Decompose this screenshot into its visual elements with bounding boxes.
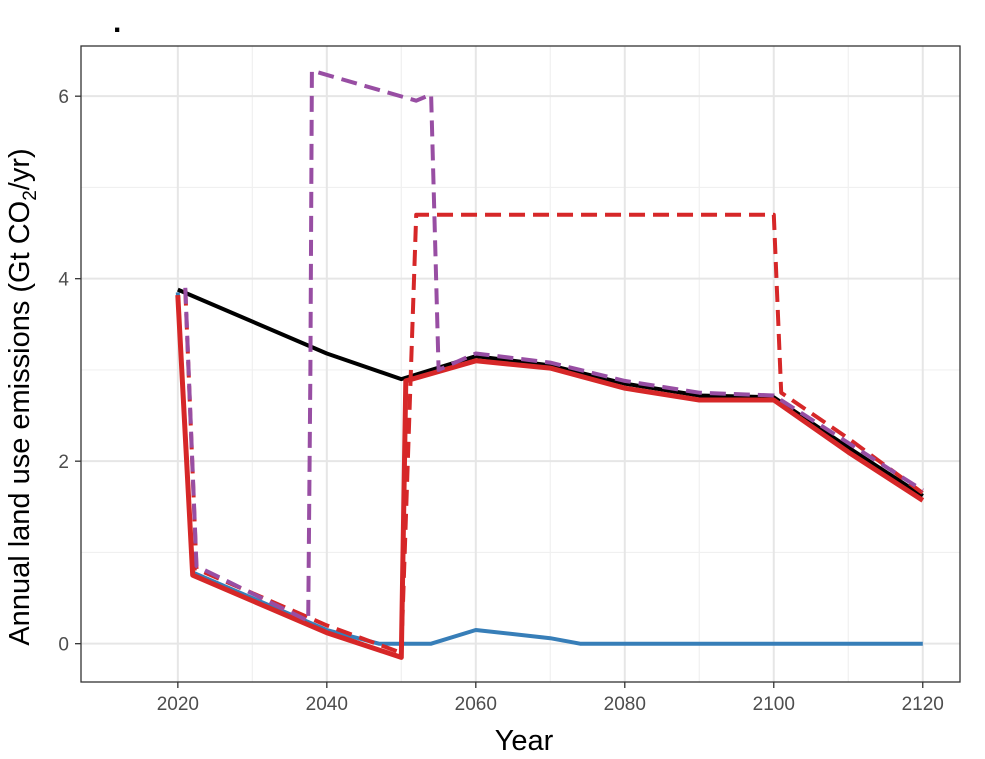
y-axis-title-subscript: 2 — [20, 190, 41, 201]
y-axis-title: Annual land use emissions (Gt CO2/yr) — [4, 148, 41, 645]
x-tick-label: 2060 — [455, 694, 497, 715]
plot-panel-border — [80, 45, 961, 683]
y-axis-ticks: 0 2 4 6 — [58, 87, 81, 656]
x-tick-label: 2080 — [604, 694, 646, 715]
y-tick-label: 4 — [58, 270, 69, 291]
major-gridlines — [81, 46, 960, 682]
y-tick-label: 0 — [58, 635, 69, 656]
series-line-5 — [183, 68, 924, 623]
y-axis-title-main: Annual land use emissions (Gt CO — [4, 201, 36, 646]
x-axis-ticks: 2020 2040 2060 2080 2100 2120 — [157, 682, 944, 715]
series-line-2 — [177, 287, 924, 498]
y-tick-label: 6 — [58, 87, 69, 108]
x-tick-label: 2100 — [753, 694, 795, 715]
x-axis-title: Year — [495, 725, 554, 757]
series-line-3 — [175, 294, 925, 660]
x-tick-label: 2020 — [157, 694, 199, 715]
x-tick-label: 2120 — [902, 694, 944, 715]
series-layer — [175, 68, 925, 660]
y-tick-label: 2 — [58, 452, 69, 473]
y-axis-title-suffix: /yr) — [4, 148, 36, 190]
chart-title: . — [113, 6, 121, 39]
x-tick-label: 2040 — [306, 694, 348, 715]
